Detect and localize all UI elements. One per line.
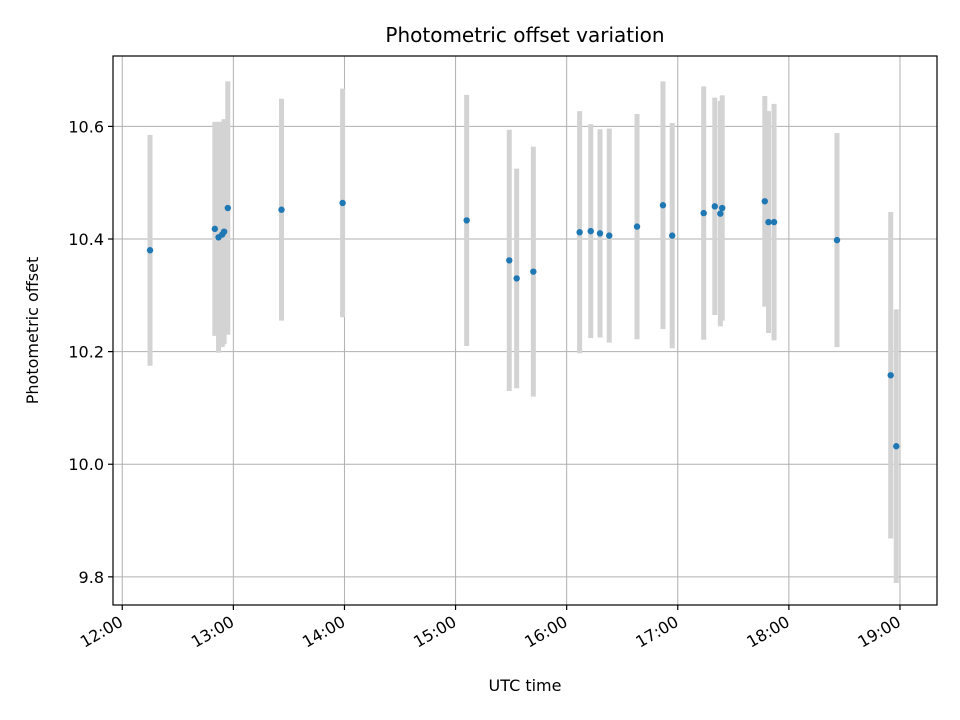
data-point [719, 204, 726, 212]
x-tick-label: 13:00 [188, 612, 237, 652]
y-tick-label: 10.4 [68, 230, 104, 249]
data-point [717, 210, 724, 217]
data-point [530, 268, 537, 275]
data-point [633, 223, 641, 230]
y-tick-label: 10.6 [68, 117, 104, 136]
data-point [669, 232, 676, 239]
data-point [887, 372, 894, 379]
data-point [211, 225, 219, 233]
data-points [146, 198, 900, 450]
data-point [513, 275, 520, 282]
data-point [833, 236, 841, 244]
data-point [893, 443, 900, 450]
x-tick-label: 15:00 [410, 612, 459, 652]
data-point [587, 227, 594, 235]
data-point [339, 199, 346, 207]
x-tick-label: 18:00 [743, 612, 792, 652]
data-point [224, 204, 232, 212]
x-tick-label: 14:00 [299, 612, 348, 652]
data-point [506, 257, 513, 264]
y-axis-label: Photometric offset [23, 257, 42, 405]
data-point [765, 218, 772, 226]
x-tick-label: 17:00 [632, 612, 681, 652]
data-point [278, 206, 285, 213]
grid [113, 56, 937, 605]
x-tick-label: 19:00 [855, 612, 904, 652]
y-tick-label: 9.8 [79, 568, 104, 587]
error-bars [147, 81, 899, 584]
data-point [220, 228, 228, 235]
chart-title: Photometric offset variation [385, 23, 664, 47]
data-point [146, 247, 154, 254]
data-point [711, 203, 718, 210]
plot-frame [112, 55, 938, 606]
data-point [659, 202, 667, 209]
y-tick-label: 10.0 [68, 455, 104, 474]
data-point [576, 229, 583, 236]
x-axis-label: UTC time [489, 676, 562, 695]
data-point [596, 230, 604, 237]
data-point [700, 209, 707, 217]
data-point [606, 232, 613, 239]
x-tick-label: 12:00 [77, 612, 126, 652]
y-tick-label: 10.2 [68, 343, 104, 362]
axis-ticks: 12:00 13:00 14:00 15:00 16:00 17:00 18:00 19:00… [68, 117, 904, 651]
data-point [463, 217, 470, 224]
data-point [770, 218, 778, 226]
x-tick-label: 16:00 [521, 612, 570, 652]
data-point [761, 198, 768, 205]
